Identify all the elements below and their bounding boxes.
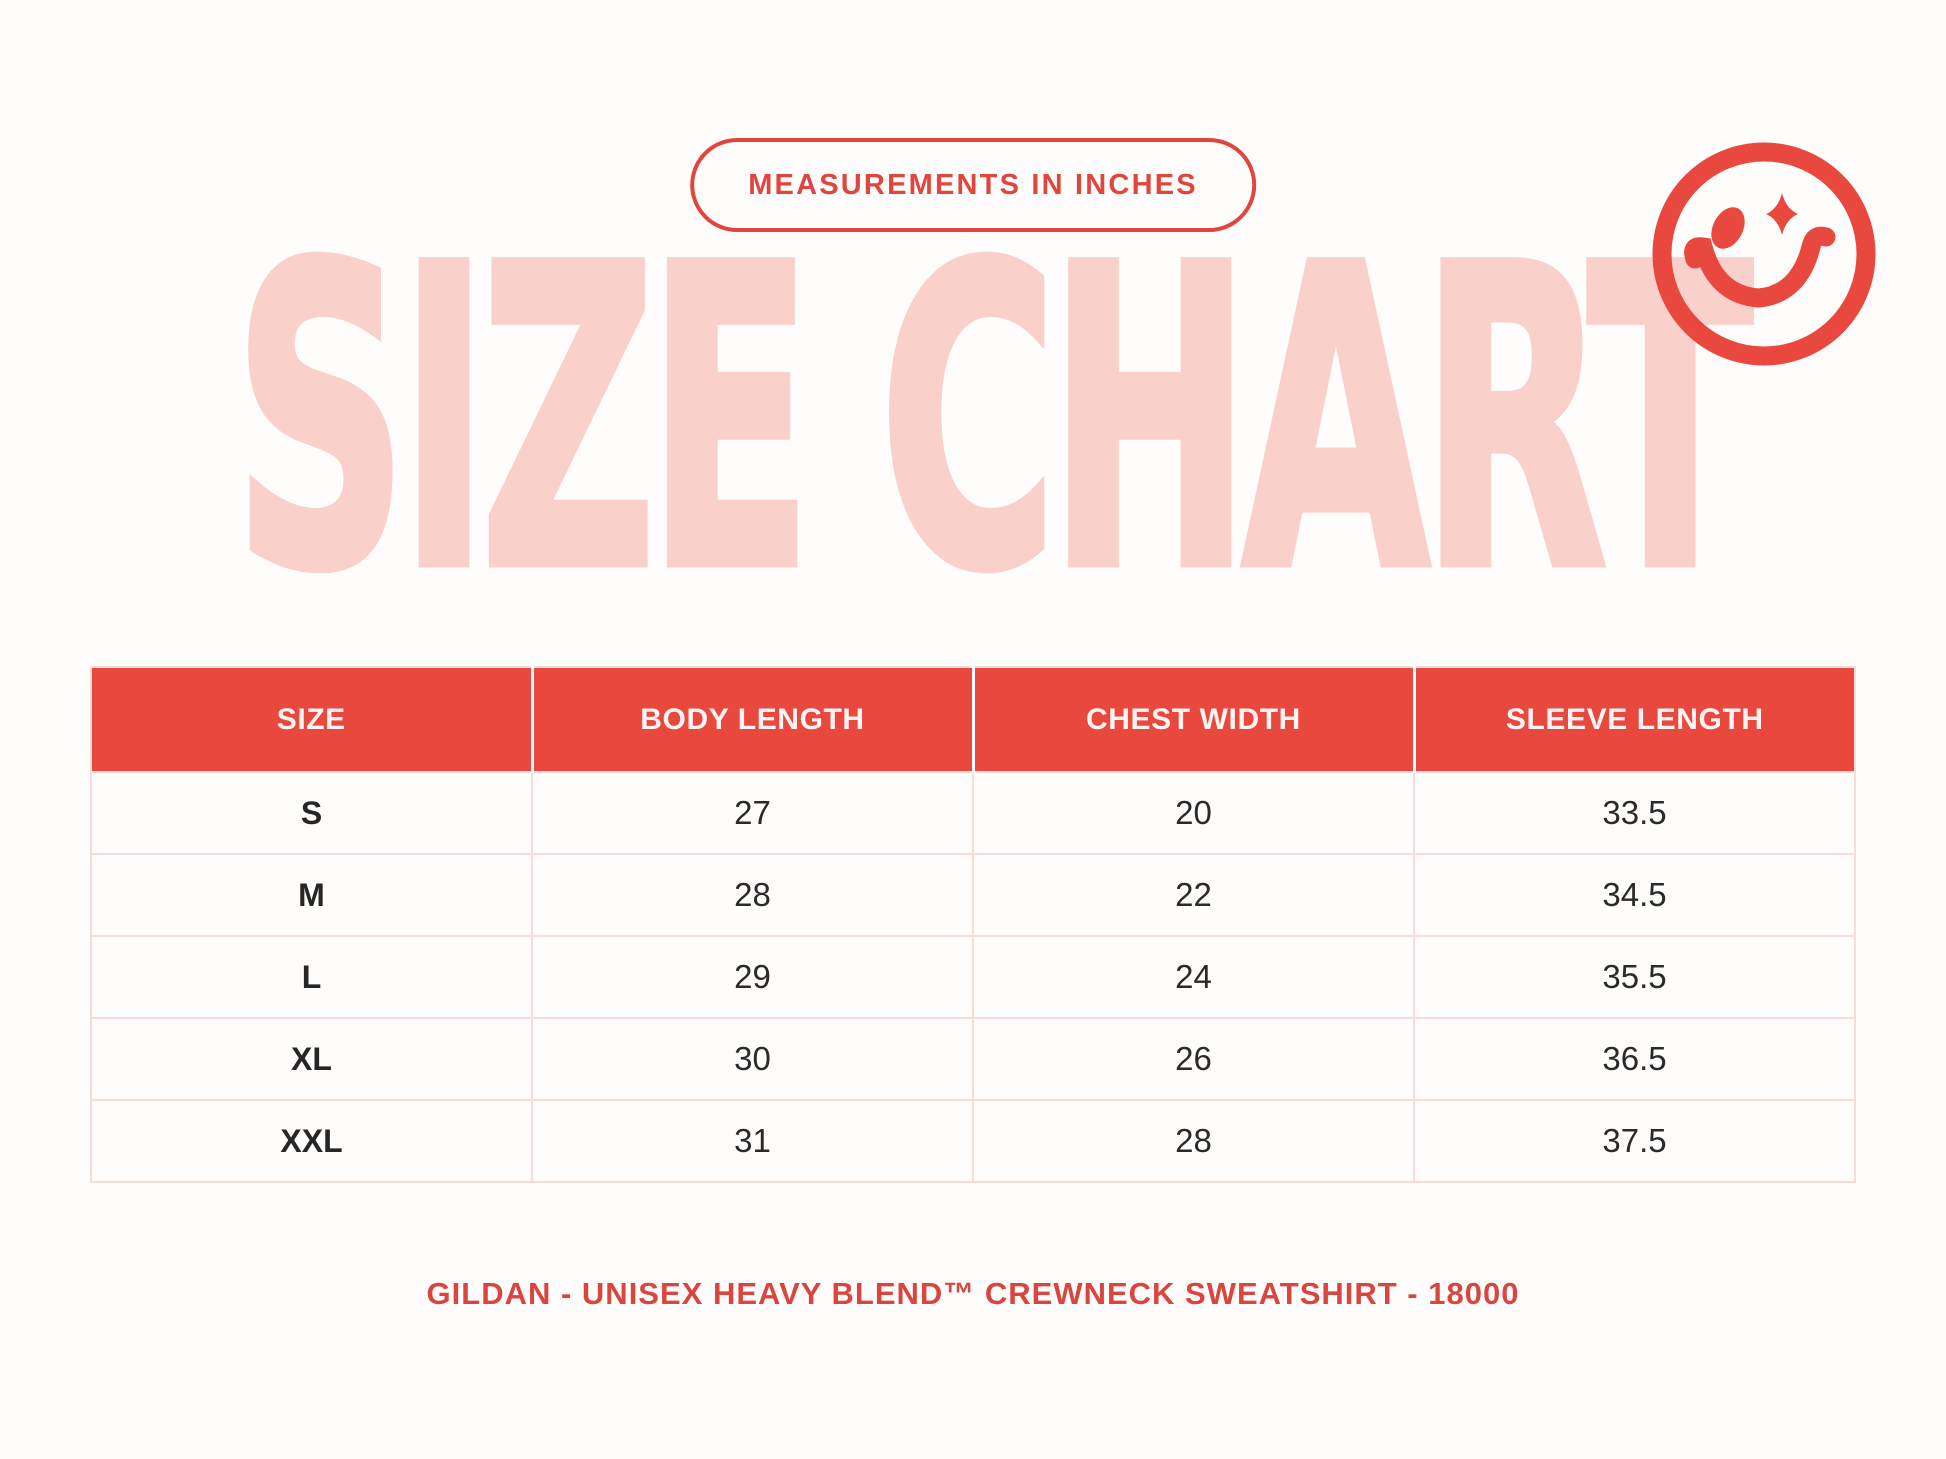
size-table: SIZE BODY LENGTH CHEST WIDTH SLEEVE LENG… [90, 666, 1856, 1183]
body-length-cell: 30 [531, 1017, 974, 1101]
table-row-xl: XL 30 26 36.5 [90, 1017, 1856, 1101]
chest-width-cell: 28 [972, 1099, 1415, 1183]
chest-width-cell: 24 [972, 935, 1415, 1019]
column-header-body-length: BODY LENGTH [530, 667, 973, 772]
body-length-cell: 27 [531, 771, 974, 855]
product-name-footer: GILDAN - UNISEX HEAVY BLEND™ CREWNECK SW… [426, 1276, 1520, 1311]
size-cell: XXL [90, 1099, 533, 1183]
table-row-m: M 28 22 34.5 [90, 853, 1856, 937]
size-table-body: S 27 20 33.5 M 28 22 34.5 L 29 24 35.5 X… [90, 771, 1856, 1183]
sleeve-length-cell: 34.5 [1413, 853, 1856, 937]
winking-smiley-icon [1652, 142, 1876, 366]
table-row-s: S 27 20 33.5 [90, 771, 1856, 855]
smiley-sparkle-eye [1766, 193, 1798, 235]
size-table-header: SIZE BODY LENGTH CHEST WIDTH SLEEVE LENG… [91, 667, 1855, 772]
table-row-xxl: XXL 31 28 37.5 [90, 1099, 1856, 1183]
smiley-left-eye [1711, 207, 1745, 249]
sleeve-length-cell: 33.5 [1413, 771, 1856, 855]
sleeve-length-cell: 37.5 [1413, 1099, 1856, 1183]
header-row: SIZE BODY LENGTH CHEST WIDTH SLEEVE LENG… [91, 667, 1855, 772]
size-cell: S [90, 771, 533, 855]
size-cell: L [90, 935, 533, 1019]
column-header-sleeve-length: SLEEVE LENGTH [1412, 667, 1855, 772]
page-title: SIZE CHART [231, 179, 1755, 661]
table-row-l: L 29 24 35.5 [90, 935, 1856, 1019]
chest-width-cell: 20 [972, 771, 1415, 855]
measurements-badge: MEASUREMENTS IN INCHES [690, 138, 1256, 232]
chest-width-cell: 22 [972, 853, 1415, 937]
smiley-smile [1684, 226, 1836, 308]
body-length-cell: 31 [531, 1099, 974, 1183]
body-length-cell: 29 [531, 935, 974, 1019]
column-header-chest-width: CHEST WIDTH [971, 667, 1414, 772]
size-cell: XL [90, 1017, 533, 1101]
column-header-size: SIZE [91, 667, 532, 772]
measurements-badge-label: MEASUREMENTS IN INCHES [748, 168, 1198, 201]
chest-width-cell: 26 [972, 1017, 1415, 1101]
body-length-cell: 28 [531, 853, 974, 937]
sleeve-length-cell: 35.5 [1413, 935, 1856, 1019]
size-cell: M [90, 853, 533, 937]
sleeve-length-cell: 36.5 [1413, 1017, 1856, 1101]
smiley-face-outline [1652, 142, 1876, 366]
